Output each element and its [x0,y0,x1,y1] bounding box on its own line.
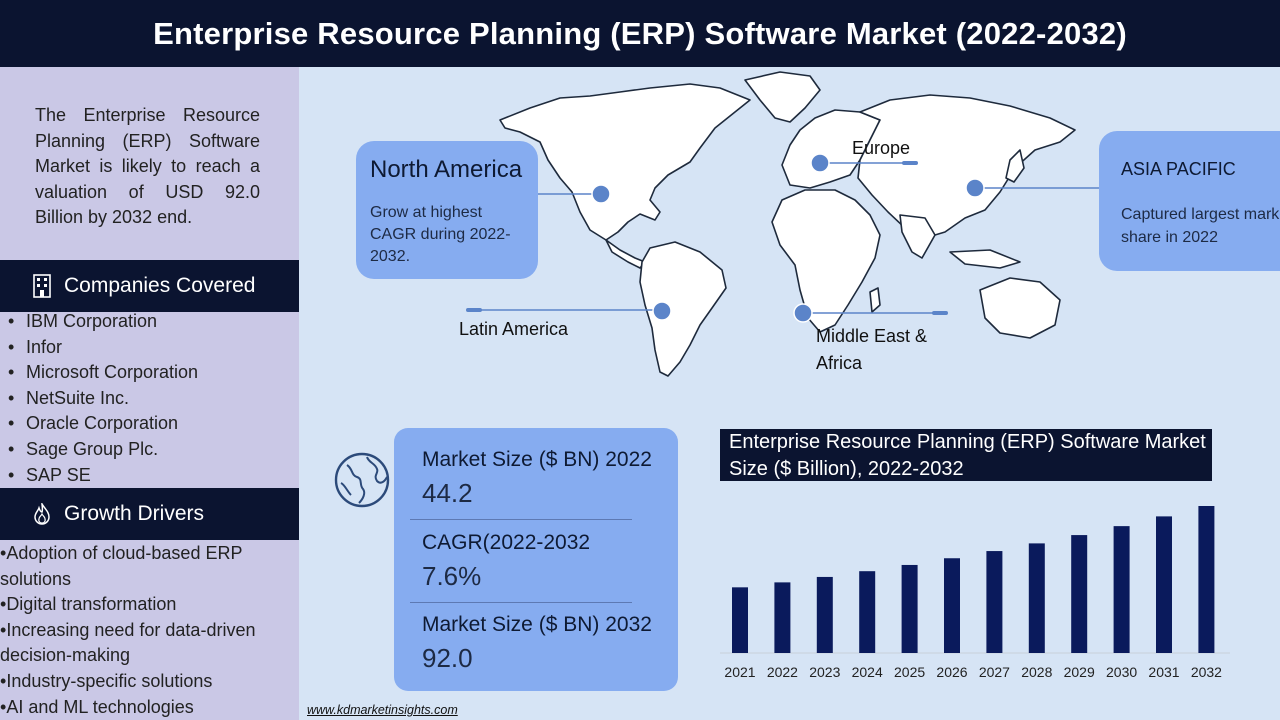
source-url[interactable]: www.kdmarketinsights.com [307,703,458,717]
company-item: Microsoft Corporation [8,360,198,386]
bar-2022 [774,582,791,653]
bar-2030 [1113,526,1130,653]
asia-pacific-text: Captured largest market share in 2022 [1121,206,1280,246]
globe-icon [334,452,390,508]
companies-heading-label: Companies Covered [64,274,256,297]
map-central-america [605,239,646,269]
x-tick-label: 2022 [767,664,798,680]
stat-market-2032-value: 92.0 [422,643,473,673]
chart-title: Enterprise Resource Planning (ERP) Softw… [720,429,1212,481]
map-madagascar [869,287,881,313]
europe-cap [902,161,918,165]
stat-divider [410,519,632,520]
company-item: Oracle Corporation [8,411,198,437]
driver-item: Industry-specific solutions [0,669,290,695]
building-icon [24,274,60,298]
company-item: Infor [8,335,198,361]
bar-2025 [901,564,918,653]
companies-list: IBM CorporationInforMicrosoft Corporatio… [8,309,198,488]
driver-item: AI and ML technologies [0,695,290,720]
x-tick-label: 2027 [979,664,1010,680]
stat-market-2022-value: 44.2 [422,478,473,508]
driver-text: Digital transformation [6,594,177,615]
stat-market-2032: Market Size ($ BN) 2032 92.0 [422,613,652,674]
marker-latin-america [652,301,672,321]
bar-2026 [944,558,960,653]
bar-2028 [1028,543,1045,653]
world-map [380,71,1164,377]
map-asia [857,94,1076,239]
driver-text: AI and ML technologies [6,696,194,717]
europe-label: Europe [852,138,911,158]
x-tick-label: 2030 [1106,664,1137,680]
x-tick-label: 2032 [1191,664,1222,680]
company-item: SAP SE [8,463,198,489]
latam-cap [466,308,482,312]
market-stats-panel: Market Size ($ BN) 2022 44.2 CAGR(2022-2… [394,428,678,691]
map-japan [1005,149,1025,183]
company-item: IBM Corporation [8,309,198,335]
asia-pacific-card: ASIA PACIFIC Captured largest market sha… [1099,131,1280,271]
latin-america-label: Latin America [459,319,569,339]
bar-2024 [859,571,876,653]
north-america-title: North America [370,156,523,183]
company-item: Sage Group Plc. [8,437,198,463]
x-tick-label: 2028 [1021,664,1052,680]
stat-cagr-label: CAGR(2022-2032 [422,531,591,554]
drivers-heading-label: Growth Drivers [64,502,205,525]
x-tick-label: 2029 [1064,664,1095,680]
drivers-heading: Growth Drivers [0,488,299,540]
intro-text: The Enterprise Resource Planning (ERP) S… [35,105,260,227]
driver-text: Industry-specific solutions [6,670,213,691]
drivers-list: Adoption of cloud-based ERP solutions Dig… [0,541,290,720]
map-south-america [639,241,727,377]
x-tick-label: 2031 [1148,664,1179,680]
bar-2023 [816,576,833,653]
north-america-text: Grow at highest CAGR during 2022-2032. [370,204,511,265]
x-tick-label: 2026 [936,664,967,680]
x-tick-label: 2025 [894,664,925,680]
map-greenland [744,71,821,123]
map-north-america [499,83,751,241]
stat-cagr: CAGR(2022-2032 7.6% [422,531,590,592]
stat-divider [410,602,632,603]
driver-item: Adoption of cloud-based ERP solutions [0,541,290,592]
driver-text: Adoption of cloud-based ERP solutions [0,543,243,589]
marker-europe [810,153,830,173]
bar-2027 [986,551,1003,653]
driver-text: Increasing need for data-driven decision… [0,619,256,666]
north-america-card: North America Grow at highest CAGR durin… [356,141,538,279]
x-tick-label: 2021 [724,664,755,680]
sidebar: The Enterprise Resource Planning (ERP) S… [0,67,299,720]
driver-item: Digital transformation [0,592,290,618]
map-africa [771,189,881,333]
map-australia [979,277,1061,339]
bar-2031 [1156,516,1172,653]
x-tick-label: 2024 [852,664,883,680]
bar-2021 [732,587,748,653]
middle-east-africa-label: Middle East & Africa [816,326,928,373]
map-indonesia [949,249,1021,269]
stat-market-2022-label: Market Size ($ BN) 2022 [422,448,652,471]
bar-2032 [1198,506,1215,653]
stat-market-2032-label: Market Size ($ BN) 2032 [422,613,652,636]
companies-heading: Companies Covered [0,260,299,312]
stat-cagr-value: 7.6% [422,561,482,591]
bar-chart: 2021 2022 2023 2024 2025 2026 2027 2028 2029 2030… [720,506,1230,680]
flame-icon [24,503,60,525]
bar-2029 [1071,535,1088,653]
map-india [899,214,936,259]
driver-item: Increasing need for data-driven decision… [0,618,290,669]
marker-north-america [591,184,611,204]
marker-asia-pacific [965,178,985,198]
mea-cap [932,311,948,315]
asia-pacific-title: ASIA PACIFIC [1121,159,1236,179]
page-title: Enterprise Resource Planning (ERP) Softw… [0,0,1280,67]
stat-market-2022: Market Size ($ BN) 2022 44.2 [422,448,652,509]
x-tick-label: 2023 [809,664,840,680]
company-item: NetSuite Inc. [8,386,198,412]
marker-middle-east-africa [793,303,813,323]
